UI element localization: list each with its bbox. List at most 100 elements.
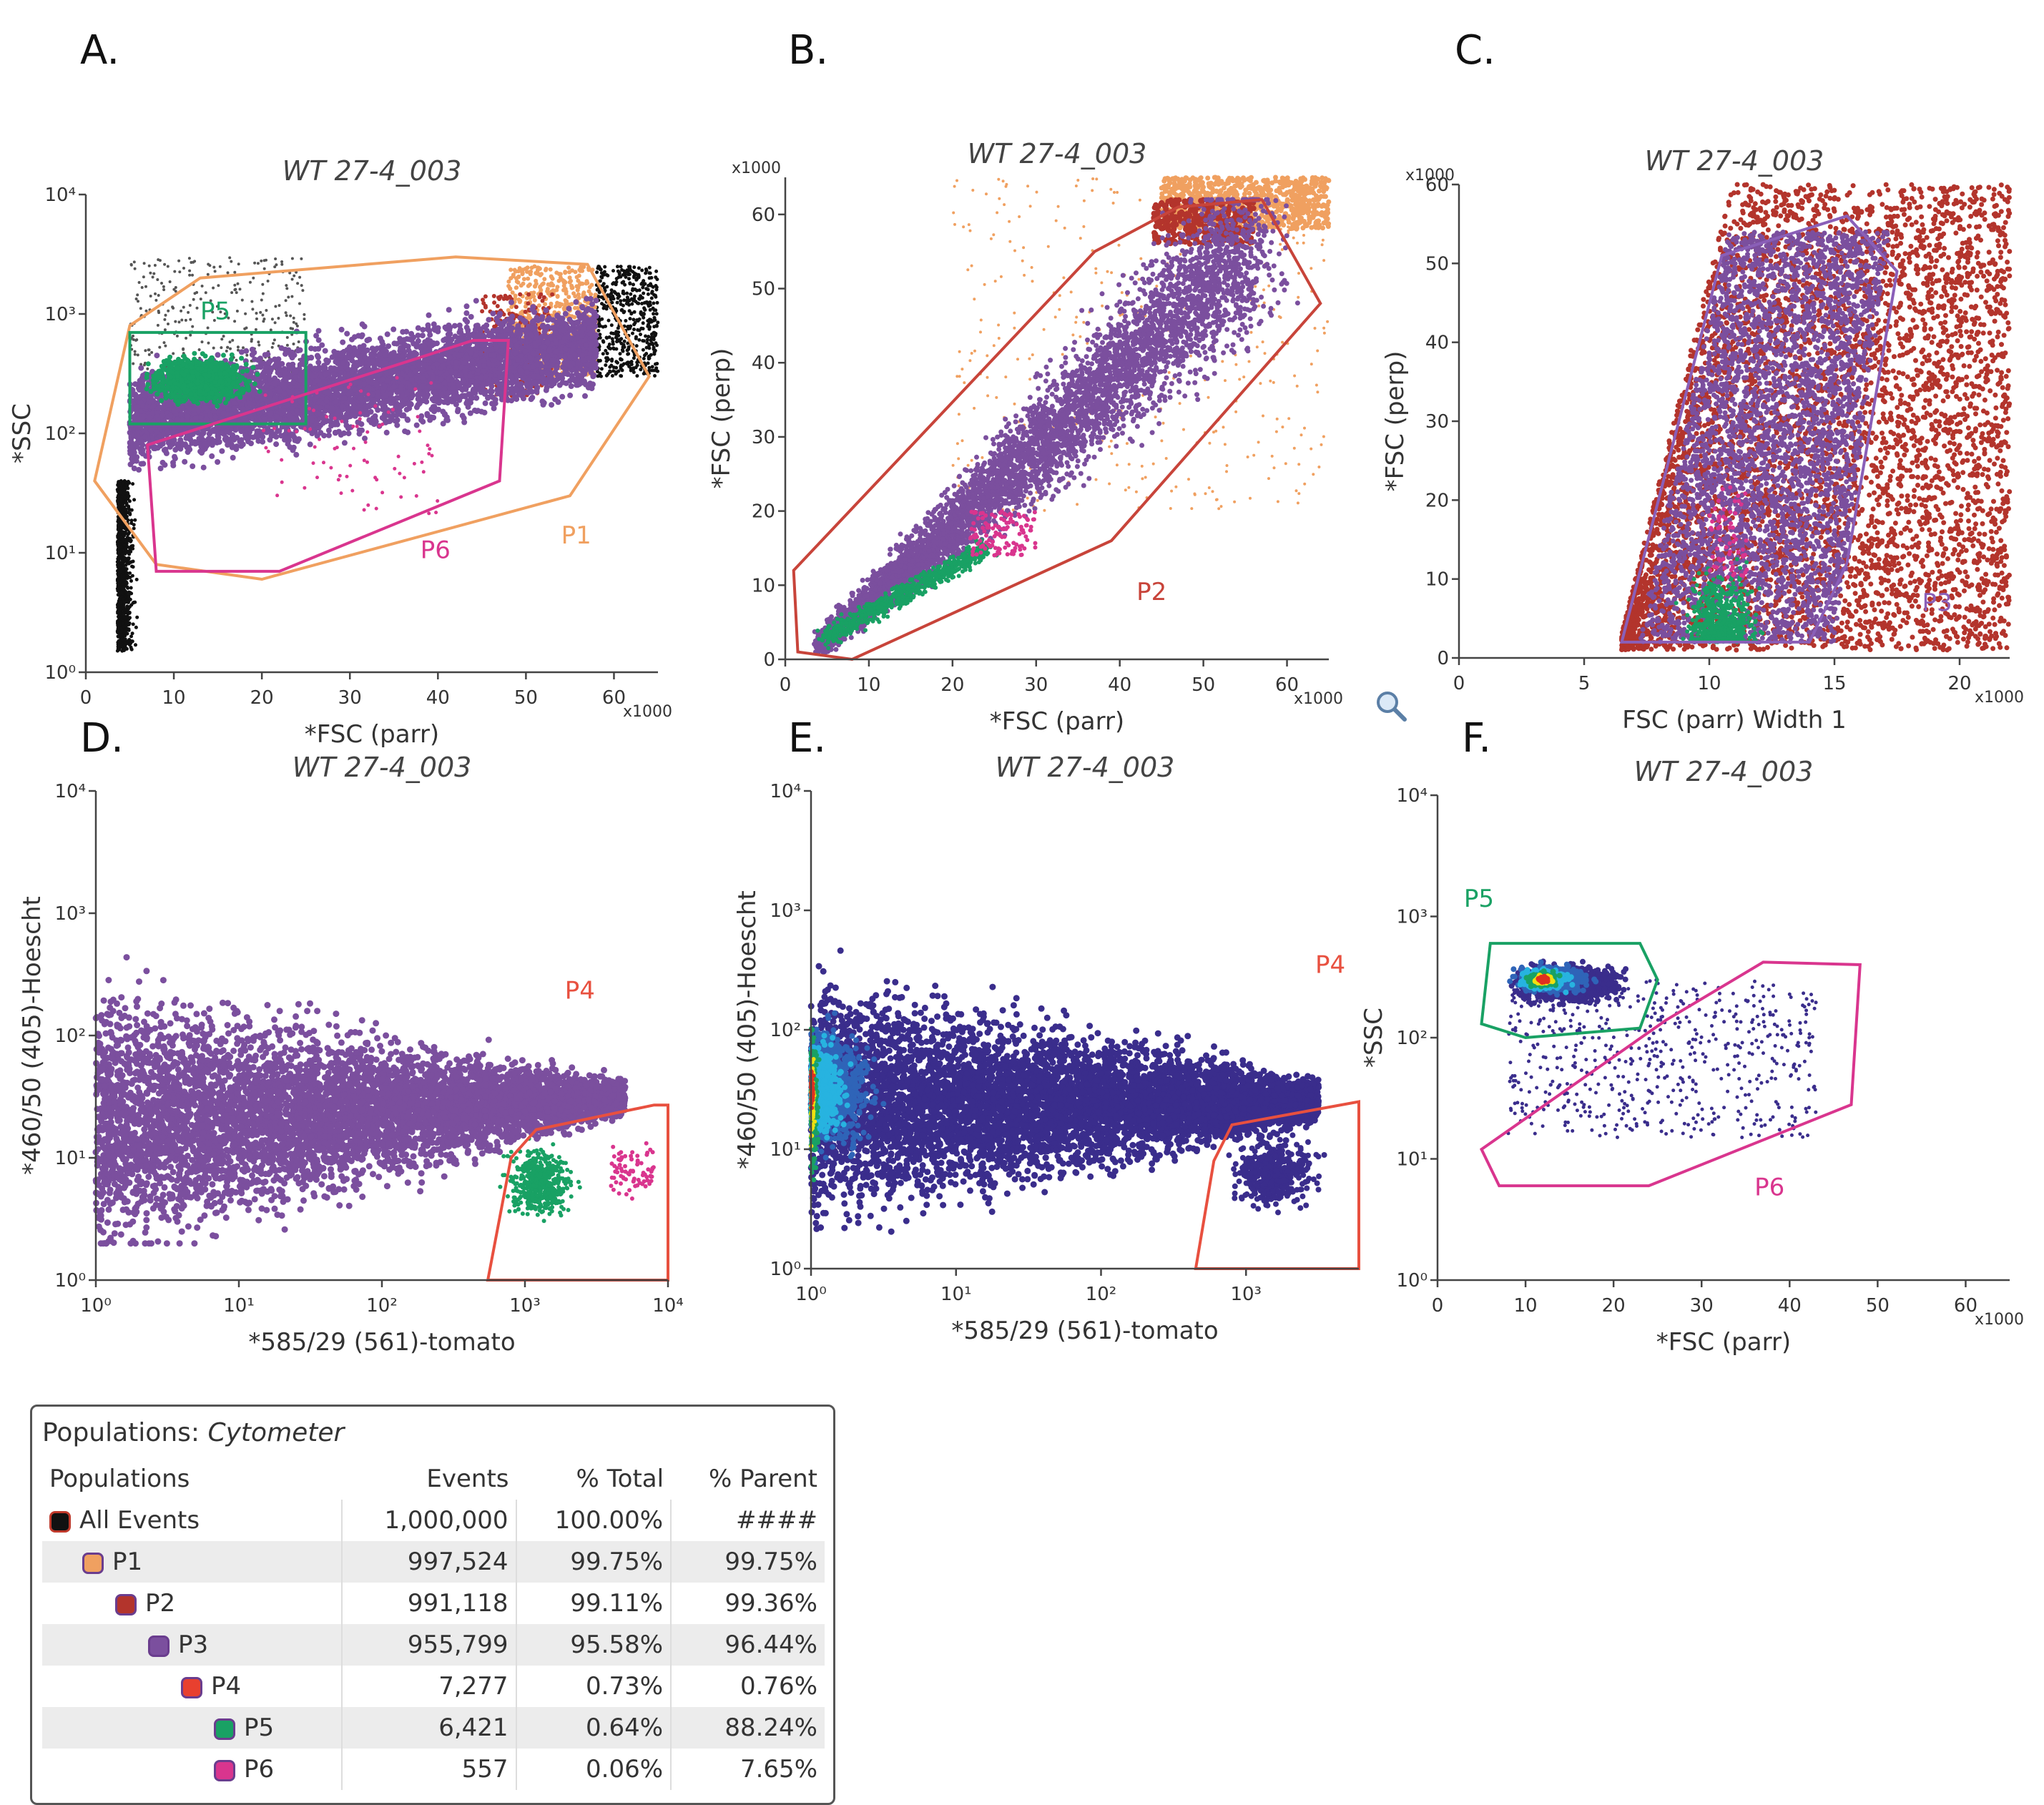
all-events-cloud-dot	[122, 597, 125, 601]
all-events-cloud-dot	[637, 338, 641, 342]
p1-cloud-dot	[566, 265, 571, 270]
all-events-cloud-dot	[127, 494, 131, 498]
all-events-cloud-dot	[207, 327, 210, 330]
all-events-cloud-dot	[135, 297, 138, 300]
all-events-cloud-dot	[150, 351, 153, 354]
all-events-cloud-dot	[625, 299, 629, 303]
all-events-cloud-dot	[609, 364, 613, 368]
all-events-cloud-dot	[601, 352, 605, 355]
all-events-cloud-dot	[601, 339, 605, 343]
all-events-cloud-dot	[637, 266, 641, 270]
all-events-cloud-dot	[642, 321, 645, 325]
p3-cloud-dot	[344, 331, 350, 337]
p2-cloud-dot	[518, 292, 522, 297]
all-events-cloud-dot	[230, 260, 232, 263]
all-events-cloud-dot	[188, 270, 191, 272]
all-events-cloud-dot	[159, 259, 162, 262]
all-events-cloud-dot	[625, 292, 629, 295]
all-events-cloud-dot	[611, 369, 615, 373]
p3-cloud-dot	[483, 400, 488, 406]
all-events-cloud-dot	[277, 317, 280, 320]
p2-cloud-dot	[492, 294, 496, 298]
all-events-cloud-dot	[125, 501, 129, 505]
p1-cloud-dot	[532, 265, 536, 269]
p1-cloud-dot	[514, 270, 518, 274]
all-events-cloud-dot	[261, 283, 264, 286]
all-events-cloud-dot	[289, 315, 292, 318]
all-events-cloud-dot	[122, 649, 126, 652]
all-events-cloud-dot	[260, 260, 262, 262]
all-events-cloud-dot	[257, 344, 260, 347]
all-events-cloud-dot	[182, 306, 185, 309]
all-events-cloud-dot	[632, 370, 636, 374]
p1-cloud-dot	[568, 275, 572, 280]
all-events-cloud-dot	[620, 308, 624, 312]
all-events-cloud-dot	[120, 591, 124, 595]
all-events-cloud-dot	[275, 263, 277, 266]
all-events-cloud-dot	[132, 335, 134, 338]
all-events-cloud-dot	[134, 353, 137, 356]
all-events-cloud-dot	[148, 265, 151, 267]
all-events-cloud-dot	[291, 257, 294, 260]
all-events-cloud-dot	[646, 319, 649, 323]
all-events-cloud-dot	[119, 524, 123, 528]
all-events-cloud-dot	[162, 288, 165, 291]
all-events-cloud-dot	[134, 339, 137, 342]
all-events-cloud-dot	[636, 301, 639, 305]
all-events-cloud-dot	[628, 281, 632, 285]
all-events-cloud-dot	[300, 284, 303, 287]
all-events-cloud-dot	[236, 310, 239, 313]
all-events-cloud-dot	[605, 336, 609, 340]
all-events-cloud-dot	[131, 639, 134, 643]
all-events-cloud-dot	[642, 348, 645, 352]
all-events-cloud-dot	[228, 256, 231, 259]
all-events-cloud-dot	[640, 269, 644, 272]
all-events-cloud-dot	[180, 319, 183, 322]
p1-cloud-dot	[526, 284, 531, 288]
all-events-cloud-dot	[219, 265, 222, 268]
p3-cloud-dot	[209, 453, 215, 459]
all-events-cloud-dot	[126, 532, 129, 536]
p3-cloud-dot	[201, 465, 207, 471]
all-events-cloud-dot	[129, 579, 133, 583]
all-events-cloud-dot	[604, 349, 607, 353]
p1-cloud-dot	[559, 275, 563, 280]
all-events-cloud-dot	[627, 365, 631, 368]
all-events-cloud-dot	[117, 644, 121, 647]
all-events-cloud-dot	[604, 356, 608, 360]
all-events-cloud-dot	[212, 266, 215, 269]
all-events-cloud-dot	[127, 623, 131, 626]
p3-cloud-dot	[508, 300, 514, 305]
all-events-cloud-dot	[639, 368, 642, 371]
all-events-cloud-dot	[251, 308, 254, 310]
all-events-cloud-dot	[616, 338, 619, 341]
all-events-cloud-dot	[124, 624, 127, 628]
all-events-cloud-dot	[152, 276, 154, 279]
all-events-cloud-dot	[130, 508, 134, 512]
p2-cloud-dot	[504, 295, 508, 300]
all-events-cloud-dot	[626, 348, 629, 352]
p1-cloud-dot	[588, 285, 592, 290]
all-events-cloud-dot	[169, 280, 172, 283]
all-events-cloud-dot	[599, 375, 603, 378]
p1-cloud-dot	[511, 290, 515, 295]
all-events-cloud-dot	[616, 330, 620, 334]
p2-cloud-dot	[524, 310, 528, 314]
all-events-cloud-dot	[156, 278, 159, 281]
all-events-cloud-dot	[616, 296, 620, 300]
all-events-cloud-dot	[271, 346, 274, 349]
p1-cloud-dot	[522, 277, 526, 281]
all-events-cloud-dot	[146, 368, 149, 370]
p1-cloud-dot	[576, 306, 580, 310]
all-events-cloud-dot	[233, 320, 236, 323]
p1-cloud-dot	[546, 282, 551, 287]
all-events-cloud-dot	[230, 291, 233, 294]
all-events-cloud-dot	[235, 359, 238, 362]
all-events-cloud-dot	[162, 285, 165, 288]
all-events-cloud-dot	[285, 311, 288, 314]
all-events-cloud-dot	[182, 267, 185, 270]
all-events-cloud-dot	[612, 297, 616, 300]
all-events-cloud-dot	[602, 282, 606, 285]
all-events-cloud-dot	[655, 369, 659, 373]
all-events-cloud-dot	[201, 340, 204, 343]
